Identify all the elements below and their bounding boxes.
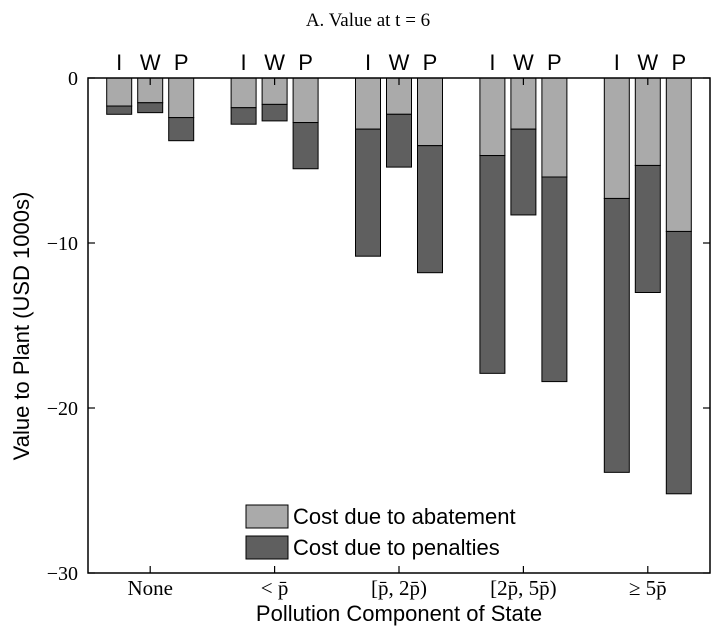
bar-penalties: [417, 145, 443, 274]
y-axis-label: Value to Plant (USD 1000s): [9, 192, 34, 461]
bar-abatement: [603, 77, 630, 199]
subcategory-label: W: [140, 50, 161, 75]
bar-penalties: [355, 128, 381, 257]
subcategory-label: W: [264, 50, 285, 75]
subcategory-label: I: [489, 50, 495, 75]
bar-penalties: [479, 155, 506, 374]
subcategory-label: I: [365, 50, 371, 75]
bar-abatement: [479, 77, 506, 157]
subcategory-label: P: [671, 50, 686, 75]
bar-abatement: [106, 77, 133, 107]
bar-penalties: [168, 117, 195, 142]
bar-penalties: [541, 176, 568, 383]
y-tick-label: −20: [47, 398, 78, 420]
subcategory-label: W: [637, 50, 658, 75]
bar-penalties: [292, 122, 319, 170]
bar-penalties: [634, 164, 661, 293]
chart-title: A. Value at t = 6: [306, 10, 430, 31]
bar-penalties: [603, 197, 630, 473]
legend-swatch-penalties: [245, 535, 289, 560]
bar-penalties: [510, 128, 537, 216]
subcategory-label: P: [423, 50, 438, 75]
bar-abatement: [541, 77, 568, 178]
bar-abatement: [230, 77, 257, 109]
bar-abatement: [417, 77, 443, 147]
y-axis: 0 −10 −20 −30: [47, 68, 710, 585]
subcategory-label: P: [174, 50, 189, 75]
bar-penalties: [137, 102, 164, 114]
y-tick-label: 0: [68, 68, 78, 90]
x-axis: None < p̄ [p̄, 2p̄) [2p̄, 5p̄) ≥ 5p̄: [127, 78, 667, 600]
subcategory-label: W: [389, 50, 410, 75]
legend-label-penalties: Cost due to penalties: [293, 535, 500, 560]
bar-penalties: [386, 113, 412, 168]
subcategory-label: I: [614, 50, 620, 75]
bar-penalties: [261, 103, 288, 122]
bar-abatement: [355, 77, 381, 130]
bar-abatement: [168, 77, 195, 119]
bars-layer: [106, 77, 692, 495]
bar-abatement: [292, 77, 319, 124]
subcategory-label: P: [298, 50, 313, 75]
bar-penalties: [106, 105, 133, 115]
bar-abatement: [634, 77, 661, 166]
bar-abatement: [510, 77, 537, 130]
x-tick-label: [2p̄, 5p̄): [490, 576, 557, 600]
bar-abatement: [665, 77, 692, 232]
x-tick-label: < p̄: [261, 576, 289, 600]
subcategory-label: I: [241, 50, 247, 75]
bar-penalties: [665, 230, 692, 495]
y-tick-label: −30: [47, 563, 78, 585]
x-tick-label: ≥ 5p̄: [629, 576, 667, 600]
bar-penalties: [230, 107, 257, 125]
legend: Cost due to abatement Cost due to penalt…: [245, 504, 516, 560]
subcategory-label: W: [513, 50, 534, 75]
y-tick-label: −10: [47, 233, 78, 255]
subcategory-label: I: [116, 50, 122, 75]
legend-swatch-abatement: [245, 504, 289, 529]
x-tick-label: None: [127, 576, 173, 600]
subcategory-label: P: [547, 50, 562, 75]
x-axis-label: Pollution Component of State: [256, 601, 542, 626]
legend-label-abatement: Cost due to abatement: [293, 504, 516, 529]
x-tick-label: [p̄, 2p̄): [371, 576, 427, 600]
